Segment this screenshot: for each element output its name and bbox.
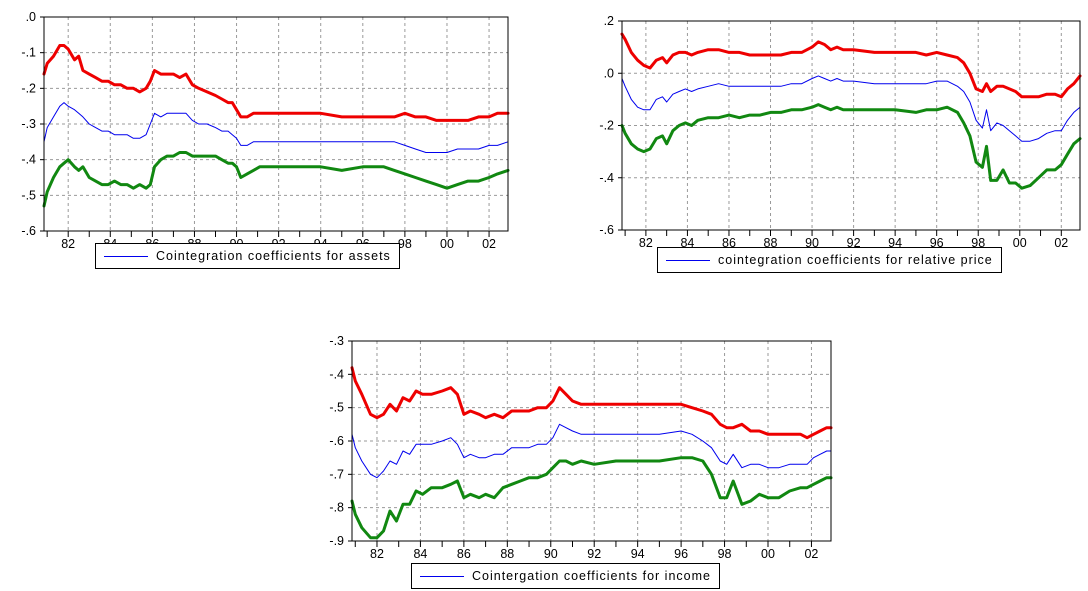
x-tick-label: 86 [722,236,736,250]
y-tick-label: .0 [26,10,36,24]
x-tick-label: 96 [674,547,688,561]
x-tick-label: 94 [888,236,902,250]
plot-border [43,16,509,232]
x-tick-label: 02 [804,547,818,561]
y-tick-label: -.5 [329,401,344,415]
y-tick-label: -.4 [599,171,614,185]
y-tick-label: -.1 [21,46,36,60]
income-legend: Cointergation coefficients for income [411,563,720,589]
y-tick-label: -.7 [329,467,344,481]
x-tick-label: 86 [457,547,471,561]
x-tick-label: 90 [805,236,819,250]
series-line-3 [620,103,1082,190]
x-tick-label: 82 [370,547,384,561]
x-tick-label: 84 [413,547,427,561]
plot-frame [43,16,509,232]
relative-price-chart-panel: .2 .0 -.2 -.4 -.6 82 84 86 88 90 92 94 96 98 00 02 coin… [560,0,1088,280]
series-line-3 [350,456,833,540]
y-tick-label: -.2 [599,119,614,133]
x-tick-label: 88 [764,236,778,250]
y-tick-label: -.3 [329,334,344,348]
legend-blue-line-swatch [104,255,148,257]
y-tick-label: -.6 [21,224,36,238]
x-tick-label: 94 [631,547,645,561]
series-line-3 [42,151,510,208]
legend-blue-line-swatch [666,259,710,261]
x-tick-label: 82 [61,237,75,251]
y-tick-label: -.4 [329,367,344,381]
relative-price-legend: cointegration coefficients for relative … [657,247,1002,273]
series-line-1 [42,44,510,122]
y-tick-label: -.3 [21,117,36,131]
x-tick-label: 82 [639,236,653,250]
series-line-2 [351,423,832,479]
plot-border [351,340,832,542]
x-tick-label: 88 [500,547,514,561]
x-tick-label: 96 [930,236,944,250]
x-tick-label: 84 [680,236,694,250]
x-tick-label: 98 [971,236,985,250]
y-tick-label: -.6 [599,223,614,237]
assets-chart: .0-.1-.2-.3-.4-.5-.682848688909294969800… [21,10,510,251]
income-chart-panel: -.3 -.4 -.5 -.6 -.7 -.8 -.9 82 84 86 88 90 92 94 96 98 0… [320,320,840,591]
x-tick-label: 02 [1054,236,1068,250]
y-tick-label: -.9 [329,534,344,548]
plot-border [621,20,1081,231]
y-tick-label: -.2 [21,81,36,95]
series-line-1 [350,366,833,440]
assets-legend-label: Cointegration coefficients for assets [156,249,391,263]
x-tick-label: 90 [544,547,558,561]
y-tick-label: .2 [604,14,614,28]
income-chart: -.3 -.4 -.5 -.6 -.7 -.8 -.9 82 84 86 88 90 92 94 96 98 0… [329,334,833,561]
y-tick-label: -.6 [329,434,344,448]
y-tick-label: -.8 [329,501,344,515]
x-tick-label: 92 [847,236,861,250]
plot-frame [351,340,832,542]
income-legend-label: Cointergation coefficients for income [472,569,711,583]
x-tick-label: 00 [761,547,775,561]
x-tick-label: 00 [1013,236,1027,250]
x-tick-label: 98 [718,547,732,561]
assets-legend: Cointegration coefficients for assets [95,243,400,269]
series-line-2 [43,102,509,153]
series-line-2 [621,75,1081,142]
legend-blue-line-swatch [420,575,464,577]
relative-price-chart: .2 .0 -.2 -.4 -.6 82 84 86 88 90 92 94 96 98 00 02 [599,14,1082,250]
x-tick-label: 02 [482,237,496,251]
y-tick-label: .0 [604,66,614,80]
x-tick-label: 00 [440,237,454,251]
series-line-1 [620,32,1082,99]
relative-price-legend-label: cointegration coefficients for relative … [718,253,993,267]
y-tick-label: -.4 [21,153,36,167]
x-tick-label: 98 [398,237,412,251]
x-tick-label: 92 [587,547,601,561]
assets-chart-panel: .0-.1-.2-.3-.4-.5-.682848688909294969800… [0,0,520,275]
y-tick-label: -.5 [21,188,36,202]
